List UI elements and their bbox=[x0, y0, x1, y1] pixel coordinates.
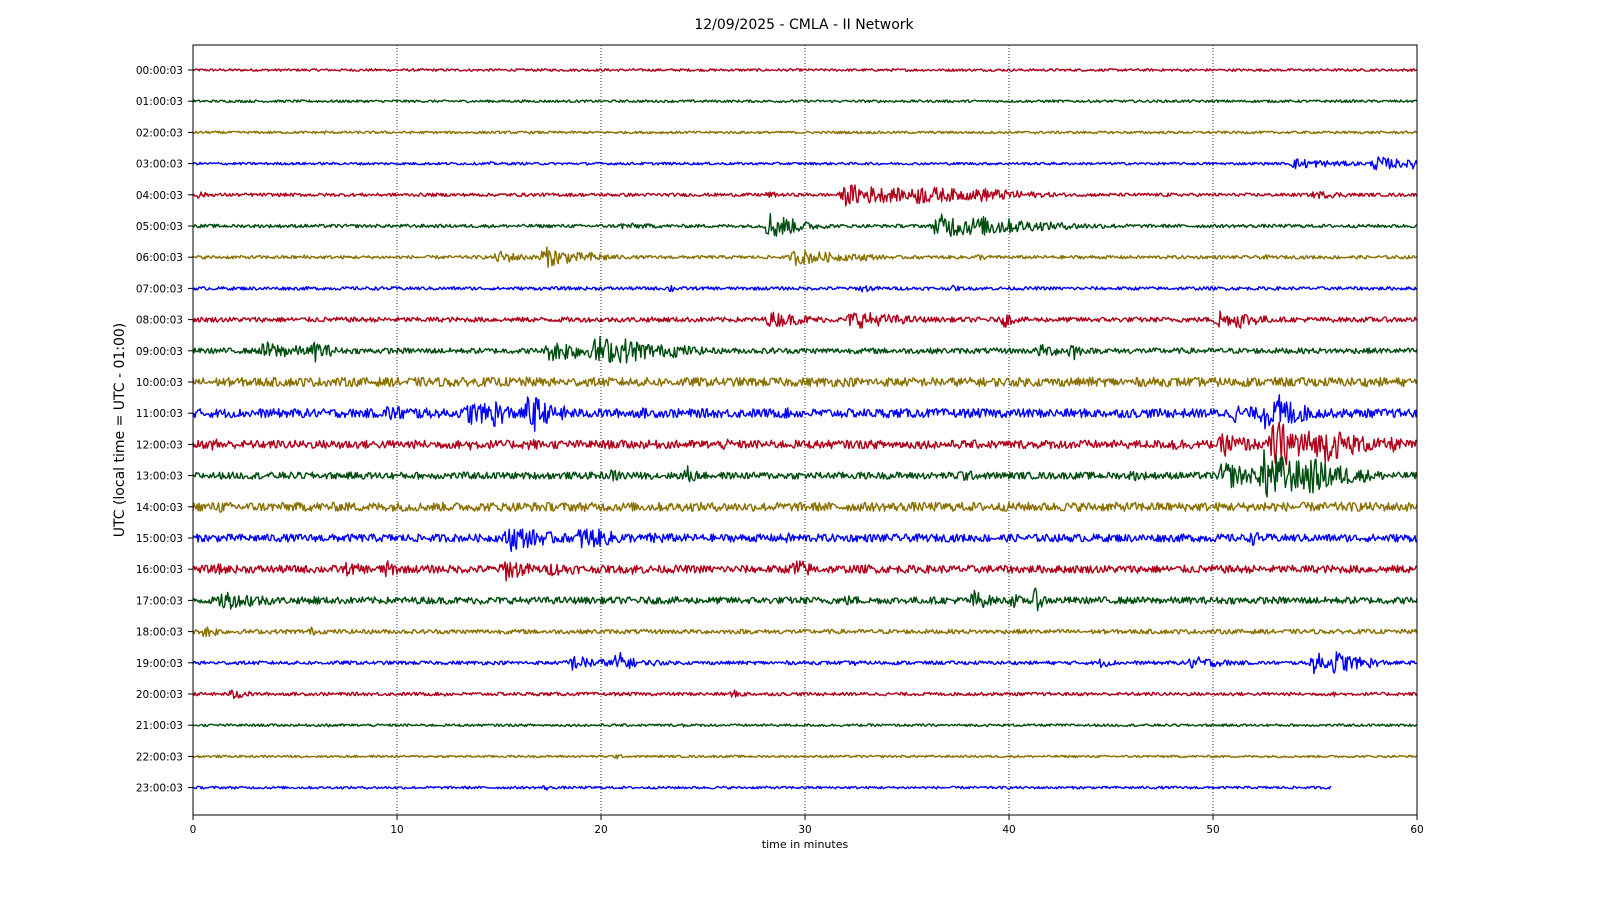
x-tick-label: 50 bbox=[1206, 824, 1219, 836]
trace-01-00-03 bbox=[192, 99, 1418, 104]
y-tick-label: 07:00:03 bbox=[136, 283, 183, 295]
y-tick-label: 00:00:03 bbox=[136, 65, 183, 77]
trace-18-00-03 bbox=[192, 626, 1418, 638]
trace-10-00-03 bbox=[192, 376, 1418, 388]
trace-00-00-03 bbox=[192, 68, 1418, 72]
trace-16-00-03 bbox=[192, 560, 1418, 582]
y-tick-label: 11:00:03 bbox=[136, 408, 183, 420]
y-tick-label: 06:00:03 bbox=[136, 252, 183, 264]
x-tick-label: 40 bbox=[1002, 824, 1015, 836]
x-tick-label: 10 bbox=[390, 824, 403, 836]
trace-12-00-03 bbox=[192, 421, 1418, 466]
y-tick-label: 19:00:03 bbox=[136, 658, 183, 670]
y-axis-label: UTC (local time = UTC - 01:00) bbox=[112, 323, 128, 538]
y-tick-label: 15:00:03 bbox=[136, 533, 183, 545]
x-axis-label: time in minutes bbox=[762, 838, 849, 851]
x-tick-label: 20 bbox=[594, 824, 607, 836]
y-tick-label: 18:00:03 bbox=[136, 627, 183, 639]
trace-06-00-03 bbox=[192, 246, 1418, 268]
trace-09-00-03 bbox=[192, 336, 1418, 364]
trace-07-00-03 bbox=[192, 284, 1418, 293]
trace-14-00-03 bbox=[192, 501, 1418, 514]
y-tick-label: 05:00:03 bbox=[136, 221, 183, 233]
y-tick-label: 17:00:03 bbox=[136, 595, 183, 607]
y-ticks: 00:00:03 01:00:03 02:00:03 03:00:03 04:00:03… bbox=[136, 65, 193, 795]
trace-08-00-03 bbox=[192, 310, 1418, 329]
y-tick-label: 14:00:03 bbox=[136, 502, 183, 514]
trace-11-00-03 bbox=[192, 394, 1418, 432]
trace-23-00-03 bbox=[192, 785, 1332, 791]
traces bbox=[192, 68, 1418, 791]
chart-title: 12/09/2025 - CMLA - II Network bbox=[694, 17, 914, 33]
y-tick-label: 21:00:03 bbox=[136, 720, 183, 732]
trace-22-00-03 bbox=[192, 754, 1418, 760]
y-tick-label: 01:00:03 bbox=[136, 96, 183, 108]
trace-13-00-03 bbox=[192, 449, 1418, 498]
x-tick-label: 60 bbox=[1410, 824, 1423, 836]
y-tick-label: 04:00:03 bbox=[136, 190, 183, 202]
trace-02-00-03 bbox=[192, 130, 1418, 135]
trace-04-00-03 bbox=[192, 184, 1418, 207]
x-ticks: 0 10 20 30 40 50 60 bbox=[190, 815, 1424, 836]
y-tick-label: 16:00:03 bbox=[136, 564, 183, 576]
y-tick-label: 10:00:03 bbox=[136, 377, 183, 389]
y-tick-label: 02:00:03 bbox=[136, 127, 183, 139]
trace-03-00-03 bbox=[192, 156, 1418, 171]
x-tick-label: 30 bbox=[798, 824, 811, 836]
trace-05-00-03 bbox=[192, 212, 1418, 237]
y-tick-label: 08:00:03 bbox=[136, 315, 183, 327]
y-tick-label: 13:00:03 bbox=[136, 471, 183, 483]
trace-15-00-03 bbox=[192, 528, 1418, 552]
trace-20-00-03 bbox=[192, 689, 1418, 700]
x-tick-label: 0 bbox=[190, 824, 197, 836]
y-tick-label: 22:00:03 bbox=[136, 751, 183, 763]
trace-21-00-03 bbox=[192, 723, 1418, 728]
grid-lines bbox=[396, 45, 1214, 815]
y-tick-label: 03:00:03 bbox=[136, 159, 183, 171]
trace-19-00-03 bbox=[192, 651, 1418, 675]
trace-17-00-03 bbox=[192, 587, 1418, 612]
y-tick-label: 09:00:03 bbox=[136, 346, 183, 358]
y-tick-label: 20:00:03 bbox=[136, 689, 183, 701]
y-tick-label: 12:00:03 bbox=[136, 439, 183, 451]
y-tick-label: 23:00:03 bbox=[136, 783, 183, 795]
